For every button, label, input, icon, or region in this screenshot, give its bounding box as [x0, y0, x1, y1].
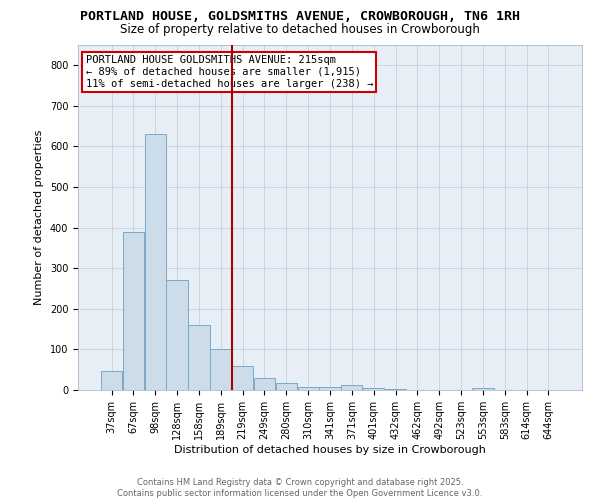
- Bar: [319, 387, 341, 390]
- Y-axis label: Number of detached properties: Number of detached properties: [34, 130, 44, 305]
- Bar: [254, 378, 275, 390]
- Bar: [123, 232, 144, 390]
- Bar: [341, 385, 362, 390]
- Bar: [385, 389, 406, 390]
- Bar: [472, 388, 494, 390]
- Bar: [145, 134, 166, 390]
- Bar: [188, 325, 209, 390]
- Bar: [101, 370, 122, 390]
- Text: Size of property relative to detached houses in Crowborough: Size of property relative to detached ho…: [120, 22, 480, 36]
- Text: PORTLAND HOUSE, GOLDSMITHS AVENUE, CROWBOROUGH, TN6 1RH: PORTLAND HOUSE, GOLDSMITHS AVENUE, CROWB…: [80, 10, 520, 23]
- Bar: [232, 366, 253, 390]
- Bar: [276, 382, 297, 390]
- X-axis label: Distribution of detached houses by size in Crowborough: Distribution of detached houses by size …: [174, 444, 486, 454]
- Bar: [166, 280, 188, 390]
- Text: Contains HM Land Registry data © Crown copyright and database right 2025.
Contai: Contains HM Land Registry data © Crown c…: [118, 478, 482, 498]
- Bar: [298, 387, 319, 390]
- Text: PORTLAND HOUSE GOLDSMITHS AVENUE: 215sqm
← 89% of detached houses are smaller (1: PORTLAND HOUSE GOLDSMITHS AVENUE: 215sqm…: [86, 56, 373, 88]
- Bar: [210, 350, 232, 390]
- Bar: [363, 388, 384, 390]
